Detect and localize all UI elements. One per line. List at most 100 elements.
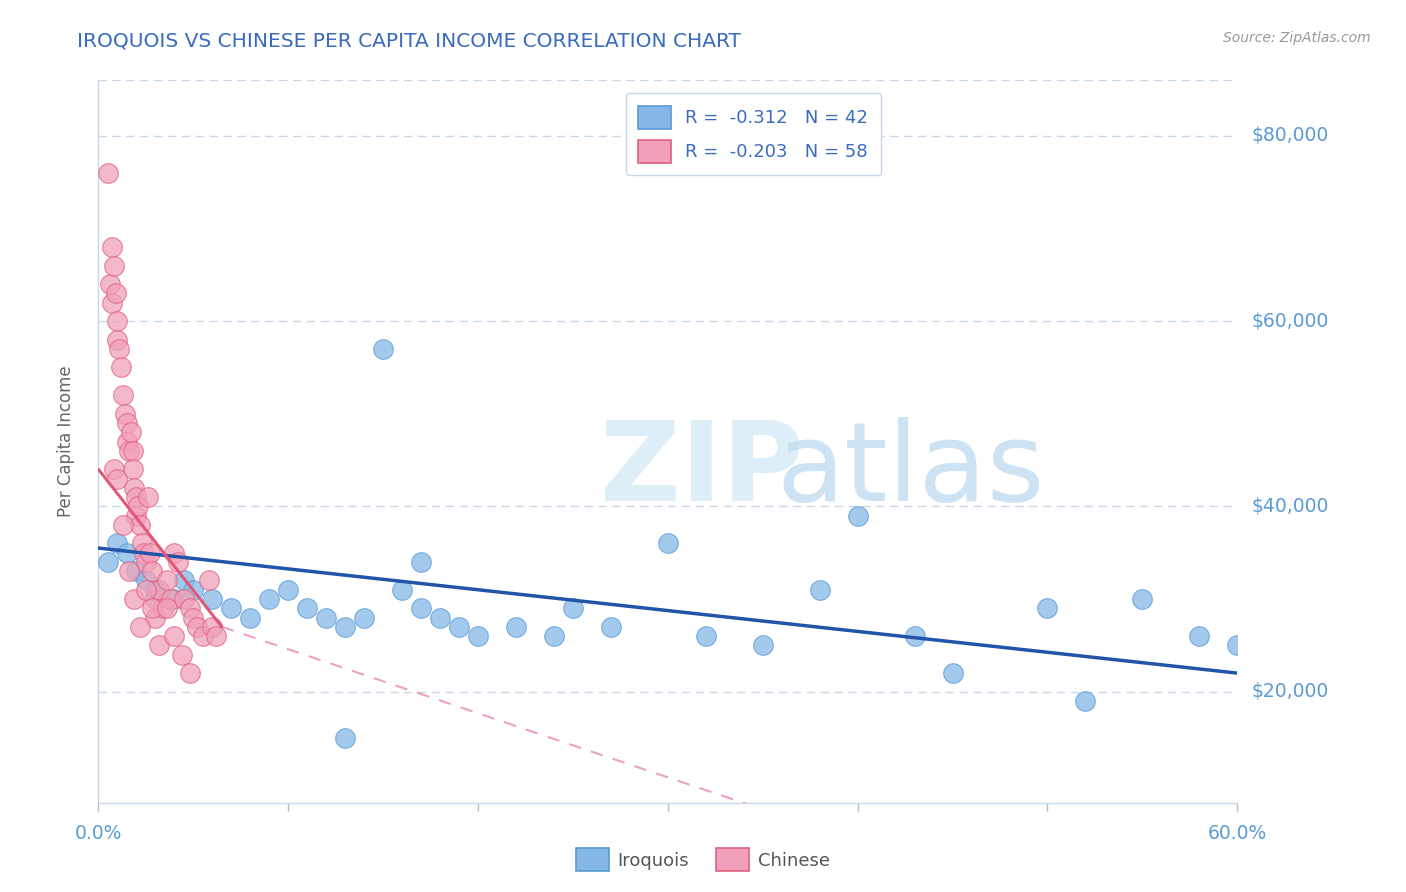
Point xyxy=(125,508,148,523)
Point xyxy=(124,592,146,607)
Point xyxy=(152,601,174,615)
Point xyxy=(429,610,451,624)
Point xyxy=(125,564,148,578)
Point xyxy=(159,592,181,607)
Point xyxy=(173,574,195,588)
Point xyxy=(186,620,208,634)
Point xyxy=(107,536,129,550)
Point xyxy=(371,342,394,356)
Point xyxy=(135,582,157,597)
Point xyxy=(107,333,129,347)
Point xyxy=(201,592,224,607)
Point xyxy=(1036,601,1059,615)
Point xyxy=(297,601,319,615)
Point xyxy=(167,555,190,569)
Point xyxy=(103,462,125,476)
Point xyxy=(335,620,357,634)
Point xyxy=(97,555,120,569)
Point xyxy=(136,490,159,504)
Point xyxy=(543,629,565,643)
Point xyxy=(179,666,201,681)
Text: Source: ZipAtlas.com: Source: ZipAtlas.com xyxy=(1223,31,1371,45)
Point xyxy=(942,666,965,681)
Point xyxy=(353,610,375,624)
Point xyxy=(1188,629,1211,643)
Point xyxy=(100,295,122,310)
Point xyxy=(127,500,149,514)
Point xyxy=(156,574,179,588)
Point xyxy=(163,629,186,643)
Point xyxy=(239,610,262,624)
Point xyxy=(145,582,167,597)
Point xyxy=(135,555,157,569)
Point xyxy=(145,592,167,607)
Point xyxy=(107,314,129,328)
Point xyxy=(201,620,224,634)
Text: $60,000: $60,000 xyxy=(1251,311,1329,331)
Text: 60.0%: 60.0% xyxy=(1208,824,1267,843)
Point xyxy=(131,536,153,550)
Point xyxy=(1226,638,1249,652)
Point xyxy=(97,166,120,180)
Point xyxy=(259,592,281,607)
Point xyxy=(183,582,205,597)
Text: $80,000: $80,000 xyxy=(1251,127,1329,145)
Point xyxy=(135,574,157,588)
Point xyxy=(695,629,717,643)
Point xyxy=(141,564,163,578)
Point xyxy=(411,601,433,615)
Point xyxy=(112,388,135,402)
Point xyxy=(129,517,152,532)
Point xyxy=(277,582,299,597)
Point xyxy=(156,601,179,615)
Point xyxy=(449,620,471,634)
Point xyxy=(411,555,433,569)
Point xyxy=(141,601,163,615)
Point xyxy=(118,564,141,578)
Point xyxy=(846,508,869,523)
Point xyxy=(657,536,679,550)
Point xyxy=(163,592,186,607)
Point xyxy=(121,462,143,476)
Point xyxy=(205,629,228,643)
Legend: R =  -0.312   N = 42, R =  -0.203   N = 58: R = -0.312 N = 42, R = -0.203 N = 58 xyxy=(626,93,882,176)
Point xyxy=(170,648,193,662)
Point xyxy=(467,629,489,643)
Point xyxy=(129,620,152,634)
Point xyxy=(183,610,205,624)
Point xyxy=(148,638,170,652)
Point xyxy=(1074,694,1097,708)
Point xyxy=(562,601,585,615)
Point xyxy=(391,582,413,597)
Point xyxy=(124,481,146,495)
Point xyxy=(173,592,195,607)
Text: $40,000: $40,000 xyxy=(1251,497,1329,516)
Point xyxy=(132,546,155,560)
Point xyxy=(118,443,141,458)
Point xyxy=(163,546,186,560)
Point xyxy=(335,731,357,745)
Point xyxy=(115,546,138,560)
Point xyxy=(752,638,775,652)
Point xyxy=(125,490,148,504)
Point xyxy=(138,546,160,560)
Y-axis label: Per Capita Income: Per Capita Income xyxy=(56,366,75,517)
Point xyxy=(100,240,122,254)
Point xyxy=(179,601,201,615)
Point xyxy=(98,277,121,291)
Point xyxy=(115,434,138,449)
Text: atlas: atlas xyxy=(776,417,1045,524)
Point xyxy=(315,610,337,624)
Point xyxy=(104,286,127,301)
Point xyxy=(600,620,623,634)
Text: 0.0%: 0.0% xyxy=(75,824,122,843)
Point xyxy=(808,582,831,597)
Text: IROQUOIS VS CHINESE PER CAPITA INCOME CORRELATION CHART: IROQUOIS VS CHINESE PER CAPITA INCOME CO… xyxy=(77,31,741,50)
Point xyxy=(110,360,132,375)
Point xyxy=(191,629,214,643)
Point xyxy=(103,259,125,273)
Point xyxy=(197,574,219,588)
Text: ZIP: ZIP xyxy=(599,417,803,524)
Point xyxy=(114,407,136,421)
Point xyxy=(107,472,129,486)
